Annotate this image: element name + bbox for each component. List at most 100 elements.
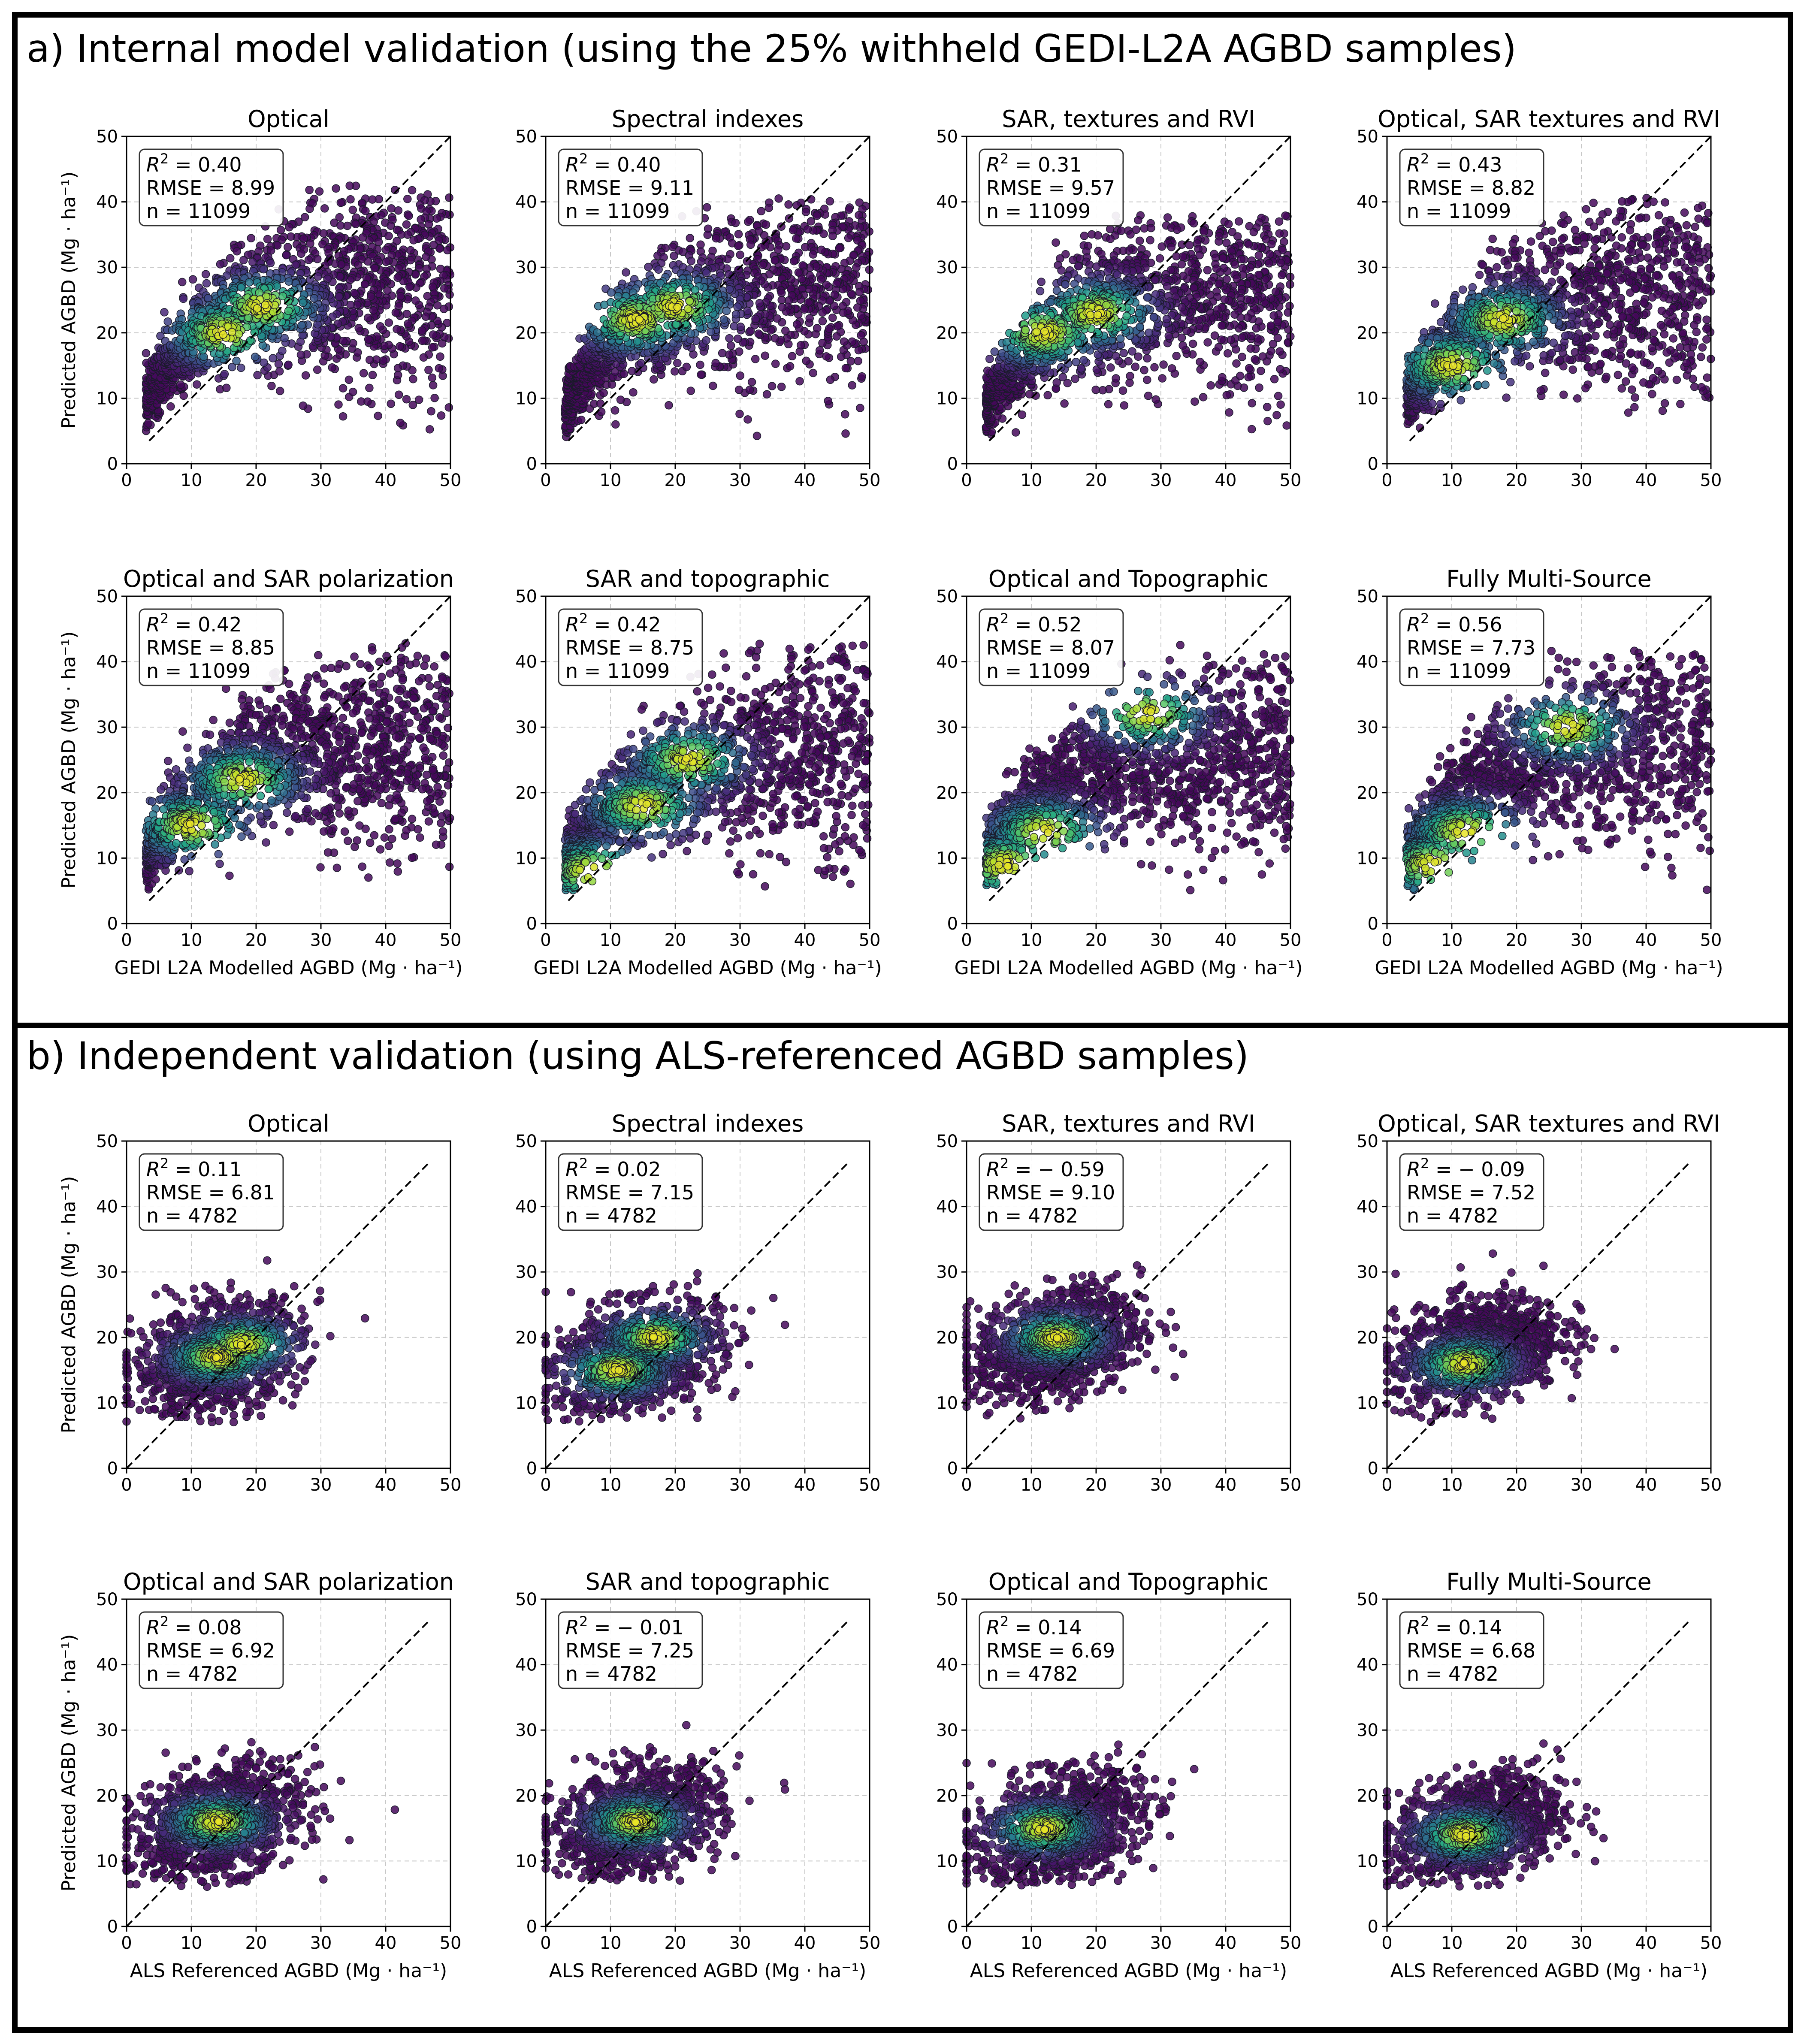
- scatter-point: [431, 394, 438, 402]
- y-tick-label: 30: [936, 258, 958, 278]
- scatter-point: [415, 396, 423, 404]
- scatter-point: [428, 374, 436, 382]
- y-tick-label: 10: [936, 389, 958, 408]
- scatter-point: [1640, 299, 1648, 306]
- scatter-point: [1691, 223, 1699, 231]
- scatter-point: [394, 207, 402, 214]
- scatter-point: [1092, 386, 1100, 394]
- scatter-point: [845, 234, 852, 242]
- scatter-point: [216, 260, 224, 268]
- scatter-point: [1126, 372, 1134, 380]
- scatter-point: [1012, 429, 1020, 436]
- scatter-point: [1255, 251, 1263, 259]
- scatter-point: [1617, 352, 1625, 360]
- scatter-point: [1558, 235, 1566, 243]
- scatter-point: [385, 232, 393, 240]
- scatter-point: [1628, 386, 1636, 393]
- scatter-point: [251, 353, 259, 361]
- scatter-point: [757, 207, 765, 215]
- y-tick-label: 20: [515, 323, 537, 343]
- scatter-point: [1625, 409, 1632, 417]
- scatter-point: [1233, 275, 1241, 283]
- scatter-point: [1136, 237, 1144, 245]
- scatter-point: [1036, 287, 1044, 295]
- scatter-point: [1675, 282, 1683, 290]
- scatter-point: [1688, 258, 1696, 266]
- scatter-point: [1094, 232, 1102, 239]
- plot-a-4: 0010102020303040405050Optical, SAR textu…: [1357, 106, 1722, 490]
- y-tick-label: 50: [936, 127, 958, 147]
- scatter-point: [854, 304, 861, 311]
- scatter-point: [825, 325, 833, 332]
- scatter-point: [1665, 359, 1673, 366]
- scatter-point: [852, 264, 860, 272]
- scatter-point: [842, 364, 849, 372]
- scatter-point: [1660, 263, 1668, 270]
- scatter-point: [1625, 324, 1633, 332]
- scatter-point: [633, 338, 641, 345]
- scatter-point: [298, 321, 305, 329]
- scatter-point: [264, 235, 272, 243]
- scatter-point: [1549, 238, 1557, 246]
- scatter-point: [1628, 248, 1636, 256]
- scatter-point: [628, 367, 636, 375]
- scatter-point: [1152, 396, 1160, 403]
- scatter-point: [734, 335, 742, 343]
- scatter-point: [355, 324, 363, 332]
- scatter-point: [725, 285, 733, 293]
- scatter-point: [1080, 232, 1088, 240]
- scatter-point: [1151, 363, 1158, 371]
- scatter-point: [1655, 211, 1663, 219]
- y-tick-label: 40: [936, 193, 958, 212]
- scatter-point: [1140, 366, 1148, 374]
- scatter-point: [277, 226, 285, 234]
- scatter-point: [1190, 220, 1198, 227]
- scatter-point: [1052, 239, 1060, 247]
- scatter-point: [1703, 335, 1710, 343]
- scatter-point: [1527, 238, 1535, 245]
- scatter-point: [1120, 349, 1127, 357]
- scatter-point: [1213, 265, 1221, 272]
- scatter-point: [384, 287, 391, 294]
- scatter-point: [1626, 289, 1634, 296]
- scatter-point: [285, 307, 293, 315]
- scatter-point: [778, 303, 786, 311]
- scatter-point: [422, 253, 430, 261]
- scatter-point: [858, 373, 866, 380]
- x-tick-label: 0: [121, 471, 132, 490]
- y-tick-label: 20: [936, 323, 958, 343]
- scatter-point: [160, 308, 168, 316]
- x-tick-label: 40: [375, 471, 397, 490]
- scatter-point: [1275, 218, 1283, 226]
- scatter-point: [332, 184, 340, 192]
- scatter-point: [425, 220, 432, 228]
- scatter-point: [611, 407, 619, 414]
- scatter-point: [321, 205, 329, 212]
- scatter-point: [1099, 386, 1106, 394]
- scatter-point: [1271, 375, 1278, 383]
- scatter-point: [1275, 392, 1282, 400]
- scatter-point: [720, 316, 728, 323]
- scatter-point: [712, 235, 720, 242]
- scatter-point: [237, 284, 245, 291]
- scatter-point: [813, 324, 821, 332]
- y-tick-label: 0: [947, 454, 958, 474]
- scatter-point: [735, 230, 743, 238]
- scatter-point: [696, 361, 704, 369]
- scatter-point: [1618, 385, 1626, 392]
- scatter-point: [763, 390, 771, 398]
- scatter-point: [1058, 267, 1065, 275]
- x-tick-label: 20: [665, 471, 686, 490]
- scatter-point: [785, 201, 792, 208]
- scatter-point: [1677, 400, 1684, 408]
- stat-rmse: RMSE = 9.11: [565, 176, 694, 199]
- scatter-point: [687, 387, 695, 395]
- scatter-point: [1625, 258, 1633, 266]
- scatter-point: [1627, 349, 1635, 356]
- scatter-point: [377, 323, 384, 330]
- scatter-point: [727, 342, 735, 350]
- scatter-point: [1061, 400, 1068, 408]
- scatter-point: [1257, 367, 1265, 375]
- scatter-point: [822, 353, 830, 360]
- scatter-point: [730, 323, 738, 330]
